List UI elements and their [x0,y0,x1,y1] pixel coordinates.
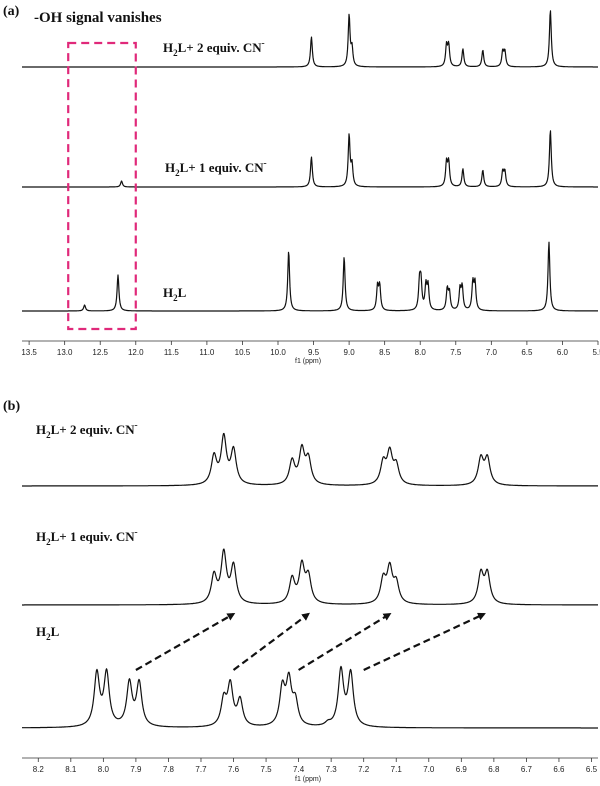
panel-b-spectra [21,432,599,729]
b-tick-label: 7.7 [195,765,207,774]
panel-b-label: (b) [3,399,20,414]
svg-text:H2L+ 2 equiv. CN-: H2L+ 2 equiv. CN- [163,38,265,58]
b-tick-label: 7.5 [261,765,273,774]
a-tick-label: 6.5 [521,348,533,357]
b-tick-label: 8.0 [98,765,110,774]
panel-b-x-title: f1 (ppm) [295,776,321,783]
shift-arrows [135,612,486,671]
shift-arrow-1 [135,613,236,671]
svg-text:H2L: H2L [36,624,60,642]
shift-arrow-4 [363,612,486,671]
panel-b-ticks: 8.2 8.1 8.0 7.9 7.8 7.7 7.6 7.5 7.4 7.3 7.2 7.1 7.0 6… [33,758,598,774]
a-tick-label: 10.0 [270,348,286,357]
panel-b-spectrum-2 [21,548,599,606]
a-tick-label: 8.5 [379,348,391,357]
panel-a-label: (a) [3,4,20,19]
panel-a-spectrum-1 [21,10,599,68]
panel-a-spectrum-2 [21,130,599,188]
shift-arrow-2 [232,612,310,671]
panel-a-trace-label-2: H2L+ 1 equiv. CN- [165,158,267,178]
b-tick-label: 6.8 [488,765,500,774]
svg-text:H2L: H2L [163,285,187,303]
a-tick-label: 11.0 [199,348,215,357]
b-tick-label: 7.8 [163,765,175,774]
oh-highlight-box [67,41,137,331]
a-tick-label: 10.5 [235,348,251,357]
panel-a-x-title: f1 (ppm) [295,358,321,365]
b-tick-label: 7.1 [391,765,403,774]
a-tick-label: 12.0 [128,348,144,357]
panel-b-trace-label-3: H2L [36,624,60,642]
a-tick-label: 6.0 [557,348,569,357]
b-tick-label: 6.5 [586,765,598,774]
shift-arrow-3 [298,612,392,671]
b-tick-label: 8.2 [33,765,45,774]
a-tick-label: 11.5 [164,348,180,357]
a-tick-label: 7.5 [450,348,462,357]
panel-a: (a) -OH signal vanishes H2L+ 2 equiv. CN… [3,4,600,365]
b-tick-label: 7.0 [423,765,435,774]
panel-a-trace-label-1: H2L+ 2 equiv. CN- [163,38,265,58]
svg-text:H2L+ 1 equiv. CN-: H2L+ 1 equiv. CN- [165,158,267,178]
b-tick-label: 7.3 [326,765,338,774]
panel-a-spectra [21,10,599,312]
svg-text:H2L+ 1 equiv. CN-: H2L+ 1 equiv. CN- [36,527,138,547]
panel-b-spectrum-3 [21,665,599,729]
a-tick-label: 8.0 [415,348,427,357]
panel-a-note: -OH signal vanishes [34,10,162,26]
b-tick-label: 7.4 [293,765,305,774]
b-tick-label: 7.6 [228,765,240,774]
b-tick-label: 7.2 [358,765,370,774]
a-tick-label: 13.5 [21,348,37,357]
b-tick-label: 6.7 [521,765,533,774]
a-tick-label: 13.0 [57,348,73,357]
b-tick-label: 6.6 [553,765,565,774]
b-tick-label: 7.9 [130,765,142,774]
a-tick-label: 7.0 [486,348,498,357]
panel-b-spectrum-1 [21,432,599,487]
b-tick-label: 6.9 [456,765,468,774]
panel-b: (b) H2L+ 2 equiv. CN- H2L+ 1 equiv. CN- … [3,399,599,783]
panel-a-ticks: 13.5 13.0 12.5 12.0 11.5 11.0 10.5 10.0 9.5 9.0 8.… [21,341,600,357]
a-tick-label: 9.5 [308,348,320,357]
panel-a-spectrum-3 [21,241,599,312]
svg-text:H2L+ 2 equiv. CN-: H2L+ 2 equiv. CN- [36,420,138,440]
panel-a-trace-label-3: H2L [163,285,187,303]
b-tick-label: 8.1 [65,765,77,774]
a-tick-label: 9.0 [344,348,356,357]
panel-b-trace-label-1: H2L+ 2 equiv. CN- [36,420,138,440]
panel-b-trace-label-2: H2L+ 1 equiv. CN- [36,527,138,547]
a-tick-label: 5.5 [592,348,600,357]
a-tick-label: 12.5 [92,348,108,357]
